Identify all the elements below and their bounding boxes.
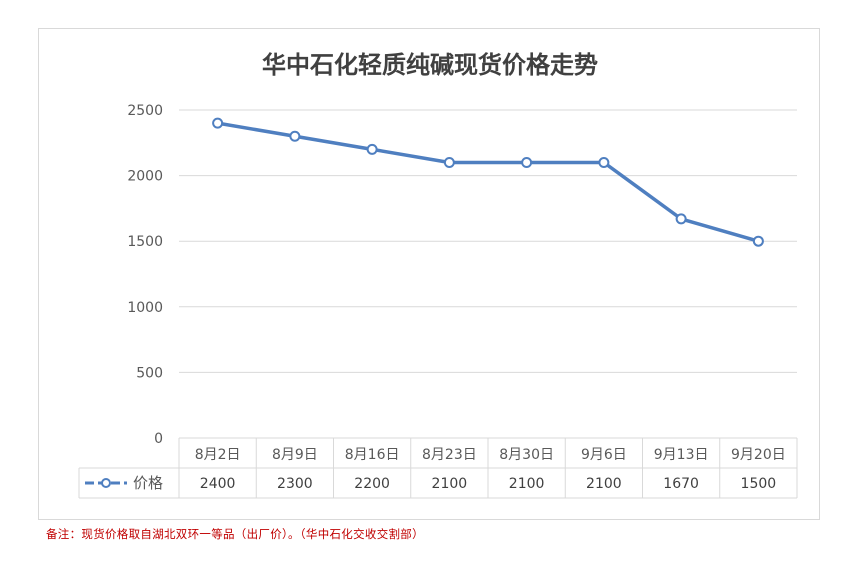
table-value-cell: 1670	[663, 476, 699, 492]
footnote: 备注：现货价格取自湖北双环一等品（出厂价）。（华中石化交收交割部）	[46, 527, 424, 541]
table-value-cell: 1500	[741, 476, 777, 492]
data-point	[443, 156, 455, 168]
x-category-label: 8月30日	[499, 447, 554, 463]
table-value-cell: 2100	[432, 476, 468, 492]
chart-title: 华中石化轻质纯碱现货价格走势	[262, 51, 598, 79]
table-value-cell: 2200	[354, 476, 390, 492]
x-category-label: 9月13日	[654, 447, 709, 463]
table-value-cell: 2400	[200, 476, 236, 492]
y-tick-label: 2000	[127, 169, 163, 185]
data-point	[598, 156, 610, 168]
y-tick-label: 0	[154, 431, 163, 447]
table-value-cell: 2100	[586, 476, 622, 492]
data-point	[752, 235, 764, 247]
y-tick-label: 500	[136, 365, 163, 381]
legend-label: 价格	[133, 474, 163, 492]
data-point	[521, 156, 533, 168]
data-point	[212, 117, 224, 129]
legend-marker-swatch	[101, 478, 111, 488]
x-category-label: 8月2日	[195, 447, 241, 463]
x-category-label: 8月9日	[272, 447, 318, 463]
x-category-label: 9月6日	[581, 447, 627, 463]
y-tick-label: 2500	[127, 103, 163, 119]
x-category-label: 8月16日	[345, 447, 400, 463]
x-category-label: 9月20日	[731, 447, 786, 463]
data-point	[675, 213, 687, 225]
series-line-price	[215, 121, 761, 243]
table-value-cell: 2300	[277, 476, 313, 492]
y-tick-label: 1500	[127, 234, 163, 250]
chart-frame: 华中石化轻质纯碱现货价格走势 0 500 1000 1500 2000 2500 8月2日…	[38, 28, 820, 520]
line-chart: 华中石化轻质纯碱现货价格走势 0 500 1000 1500 2000 2500 8月2日…	[78, 51, 798, 499]
x-category-label: 8月23日	[422, 447, 477, 463]
data-point	[366, 143, 378, 155]
y-tick-label: 1000	[127, 300, 163, 316]
data-point	[289, 130, 301, 142]
table-value-cell: 2100	[509, 476, 545, 492]
